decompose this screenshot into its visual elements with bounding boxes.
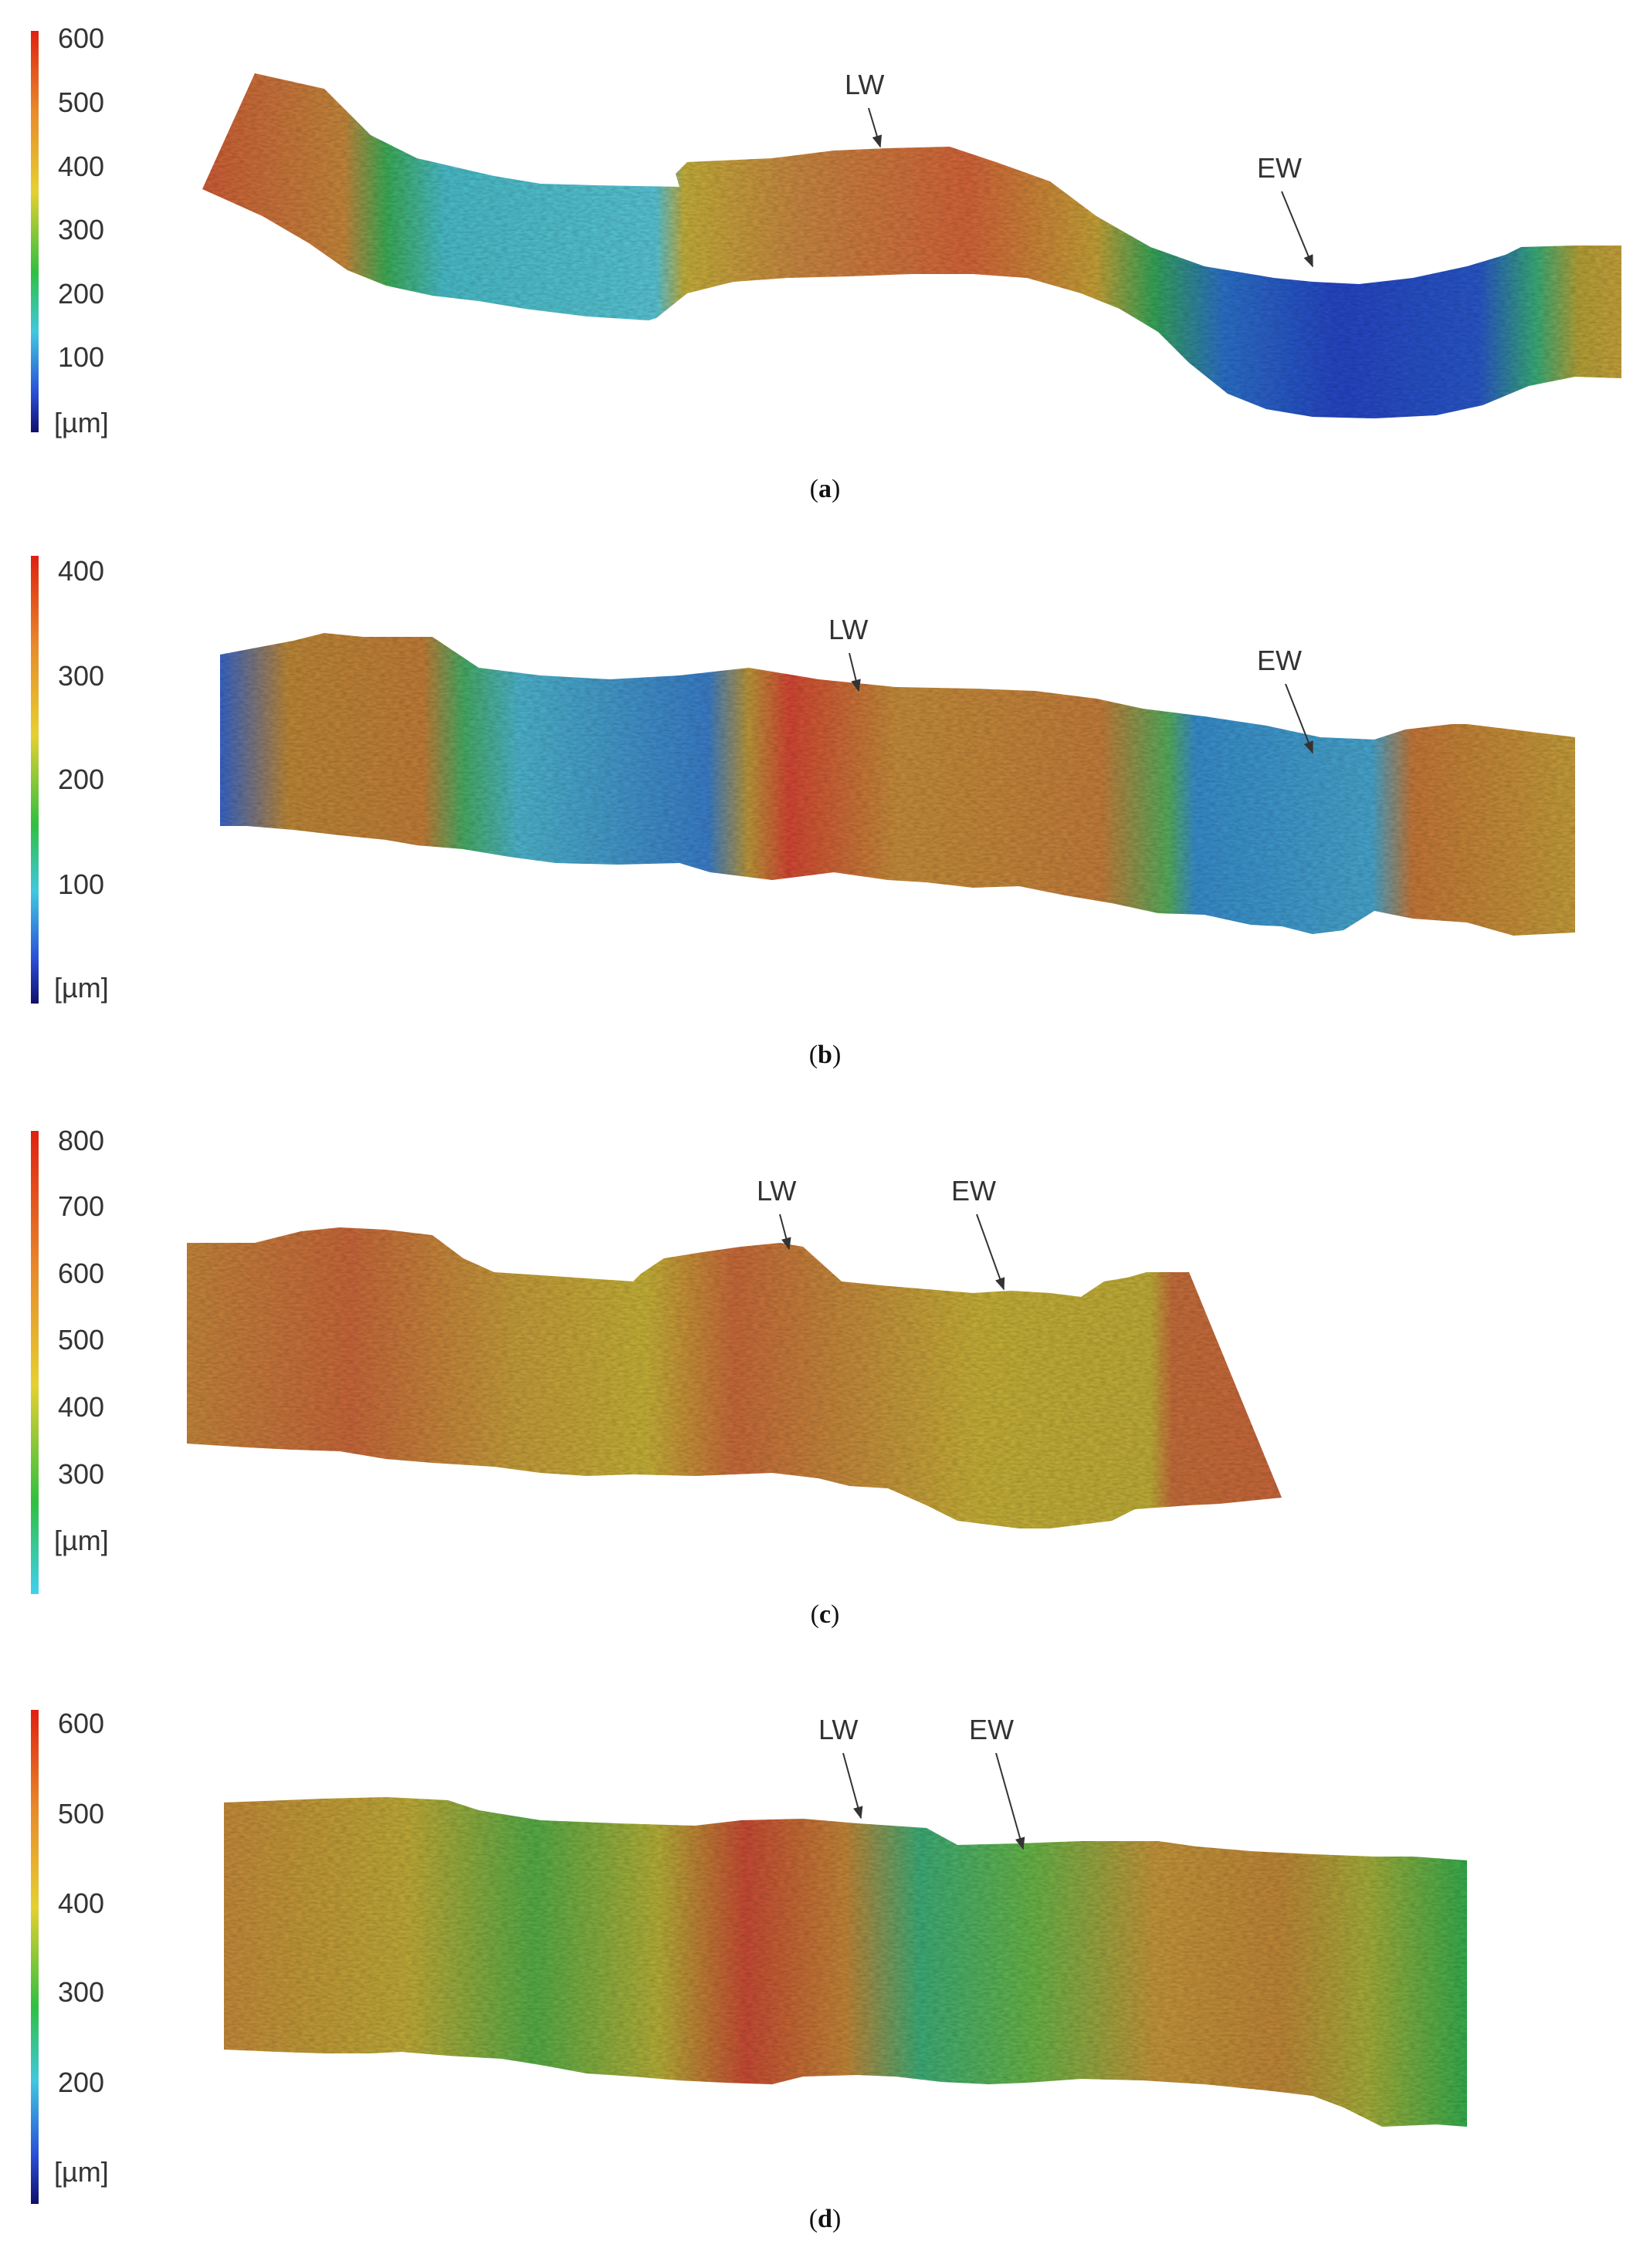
scale-tick: 400	[58, 555, 104, 587]
earlywood-label: EW	[951, 1175, 996, 1207]
scale-tick: 200	[58, 2067, 104, 2098]
latewood-arrow	[779, 1214, 791, 1251]
scale-tick: 600	[58, 1708, 104, 1739]
scale-tick: 300	[58, 1976, 104, 2008]
scale-tick: 600	[58, 1258, 104, 1289]
earlywood-arrow	[995, 1752, 1025, 1850]
surface-topography-map	[220, 633, 1575, 936]
scale-tick: 200	[58, 763, 104, 795]
scale-tick: 500	[58, 1798, 104, 1830]
color-scale-bar	[31, 1710, 39, 2204]
surface-topography-map	[224, 1797, 1467, 2127]
scale-tick: 500	[58, 86, 104, 118]
panel-a-graphic: 600 500 400 300 200 100 [µm] LW EW	[31, 22, 1621, 438]
scale-tick: 400	[58, 151, 104, 182]
earlywood-label: EW	[969, 1714, 1014, 1745]
panel-b-caption: (b)	[808, 1041, 842, 1069]
earlywood-arrow	[1285, 683, 1313, 754]
panel-a: 600 500 400 300 200 100 [µm] LW EW (a)	[0, 0, 1650, 540]
color-scale-bar	[31, 556, 39, 1004]
scale-tick: 700	[58, 1190, 104, 1222]
latewood-label: LW	[828, 614, 868, 645]
scale-tick: 200	[58, 278, 104, 310]
panel-c: 800 700 600 500 400 300 [µm] LW EW (c)	[0, 1104, 1650, 1675]
color-scale-bar	[31, 1131, 39, 1594]
panel-a-caption: (a)	[809, 475, 841, 503]
scale-tick: 400	[58, 1887, 104, 1919]
surface-topography-map	[187, 1227, 1282, 1528]
scale-unit: [µm]	[54, 972, 109, 1004]
scale-tick: 400	[58, 1391, 104, 1423]
surface-topography-map	[202, 73, 1621, 418]
latewood-label: LW	[845, 69, 884, 100]
scale-tick: 500	[58, 1324, 104, 1356]
panel-d: 600 500 400 300 200 [µm] LW EW (d)	[0, 1675, 1650, 2268]
scale-unit: [µm]	[54, 2156, 109, 2188]
latewood-arrow	[842, 1752, 863, 1819]
earlywood-label: EW	[1257, 152, 1302, 184]
latewood-arrow	[868, 107, 882, 148]
earlywood-label: EW	[1257, 645, 1302, 676]
color-scale-bar	[31, 31, 39, 432]
panel-d-caption: (d)	[808, 2205, 842, 2233]
panel-c-caption: (c)	[810, 1600, 840, 1629]
latewood-label: LW	[818, 1714, 858, 1745]
scale-tick: 600	[58, 22, 104, 54]
earlywood-arrow	[1281, 191, 1313, 268]
scale-tick: 100	[58, 341, 104, 373]
scale-unit: [µm]	[54, 1525, 109, 1556]
panel-d-graphic: 600 500 400 300 200 [µm] LW EW	[31, 1708, 1467, 2204]
scale-tick: 300	[58, 1458, 104, 1490]
earlywood-arrow	[976, 1214, 1005, 1291]
panel-c-graphic: 800 700 600 500 400 300 [µm] LW EW	[31, 1125, 1282, 1594]
scale-tick: 100	[58, 868, 104, 900]
scale-unit: [µm]	[54, 407, 109, 438]
scale-tick: 800	[58, 1125, 104, 1156]
panel-b-graphic: 400 300 200 100 [µm] LW EW	[31, 555, 1575, 1004]
scale-tick: 300	[58, 660, 104, 692]
latewood-label: LW	[757, 1175, 796, 1207]
panel-b: 400 300 200 100 [µm] LW EW (b)	[0, 540, 1650, 1104]
latewood-arrow	[849, 652, 861, 692]
scale-tick: 300	[58, 214, 104, 245]
